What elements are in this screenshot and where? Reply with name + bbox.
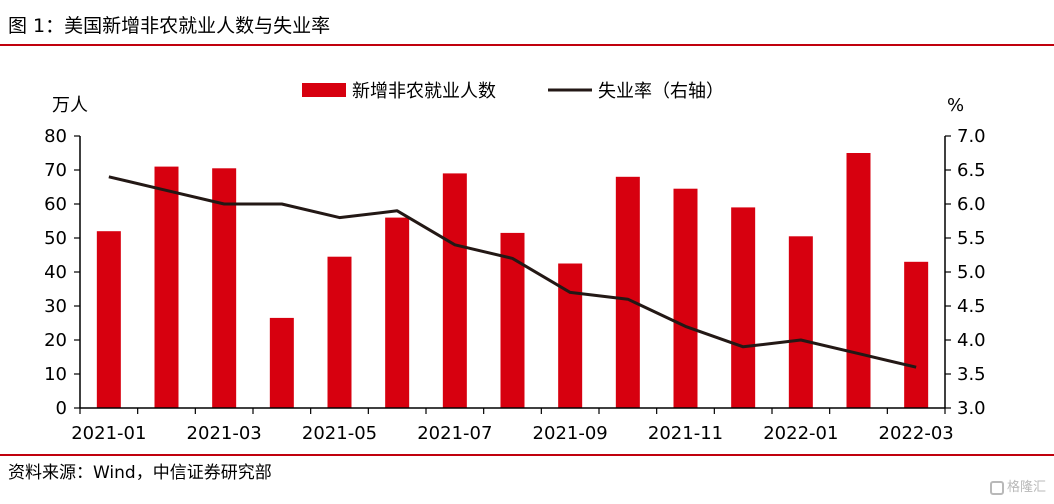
left-tick-label: 20 [44,330,67,351]
left-axis-unit: 万人 [52,95,88,116]
x-tick-label: 2021-07 [417,423,492,444]
bottom-rule [0,454,1054,456]
right-tick-label: 3.5 [957,364,986,385]
x-tick-label: 2022-01 [763,423,838,444]
top-rule [0,44,1054,46]
left-tick-label: 0 [56,398,67,419]
left-tick-label: 70 [44,160,67,181]
x-tick-label: 2021-03 [187,423,262,444]
legend-bar-label: 新增非农就业人数 [352,81,496,102]
bar-2021-11 [673,188,698,408]
x-tick-label: 2021-11 [648,423,723,444]
right-tick-label: 4.0 [957,330,986,351]
line-layer [108,175,917,369]
left-tick-label: 40 [44,262,67,283]
legend-bar-swatch [302,83,346,97]
bars-layer [96,153,929,408]
bar-2021-01 [96,231,121,408]
left-tick-label: 60 [44,194,67,215]
bar-2021-12 [731,207,756,408]
axes-layer: 0 10 20 30 40 50 60 70 80 3.0 3.5 4.0 4.5 5.0 5.5 6.0 6.… [44,95,986,444]
bar-2022-02 [846,153,871,408]
left-tick-label: 80 [44,126,67,147]
right-tick-label: 5.0 [957,262,986,283]
logo-icon [989,481,1004,495]
bar-2022-01 [788,236,813,408]
right-tick-label: 5.5 [957,228,986,249]
right-tick-label: 3.0 [957,398,986,419]
left-tick-label: 30 [44,296,67,317]
right-tick-label: 6.0 [957,194,986,215]
bar-2021-06 [385,217,410,408]
x-tick-label: 2021-05 [302,423,377,444]
bar-2021-05 [327,256,352,408]
bar-2021-07 [442,173,467,408]
right-tick-label: 7.0 [957,126,986,147]
bar-2021-04 [269,317,294,408]
left-tick-label: 50 [44,228,67,249]
x-tick-label: 2022-03 [879,423,954,444]
chart-title: 图 1：美国新增非农就业人数与失业率 [8,15,331,37]
bar-2021-02 [154,166,179,408]
watermark-text: 格隆汇 [1006,480,1046,495]
x-tick-label: 2021-01 [71,423,146,444]
legend-line-label: 失业率（右轴） [598,81,724,102]
x-tick-label: 2021-09 [533,423,608,444]
bar-2021-03 [212,168,237,408]
source-note: 资料来源：Wind，中信证券研究部 [8,463,272,483]
right-tick-label: 6.5 [957,160,986,181]
bar-2021-09 [558,263,583,408]
bar-2021-10 [615,176,640,408]
legend: 新增非农就业人数 失业率（右轴） [302,81,724,102]
right-tick-label: 4.5 [957,296,986,317]
watermark-logo: 格隆汇 [989,476,1046,495]
right-axis-unit: % [947,95,964,116]
left-tick-label: 10 [44,364,67,385]
bar-2022-03 [904,261,929,408]
